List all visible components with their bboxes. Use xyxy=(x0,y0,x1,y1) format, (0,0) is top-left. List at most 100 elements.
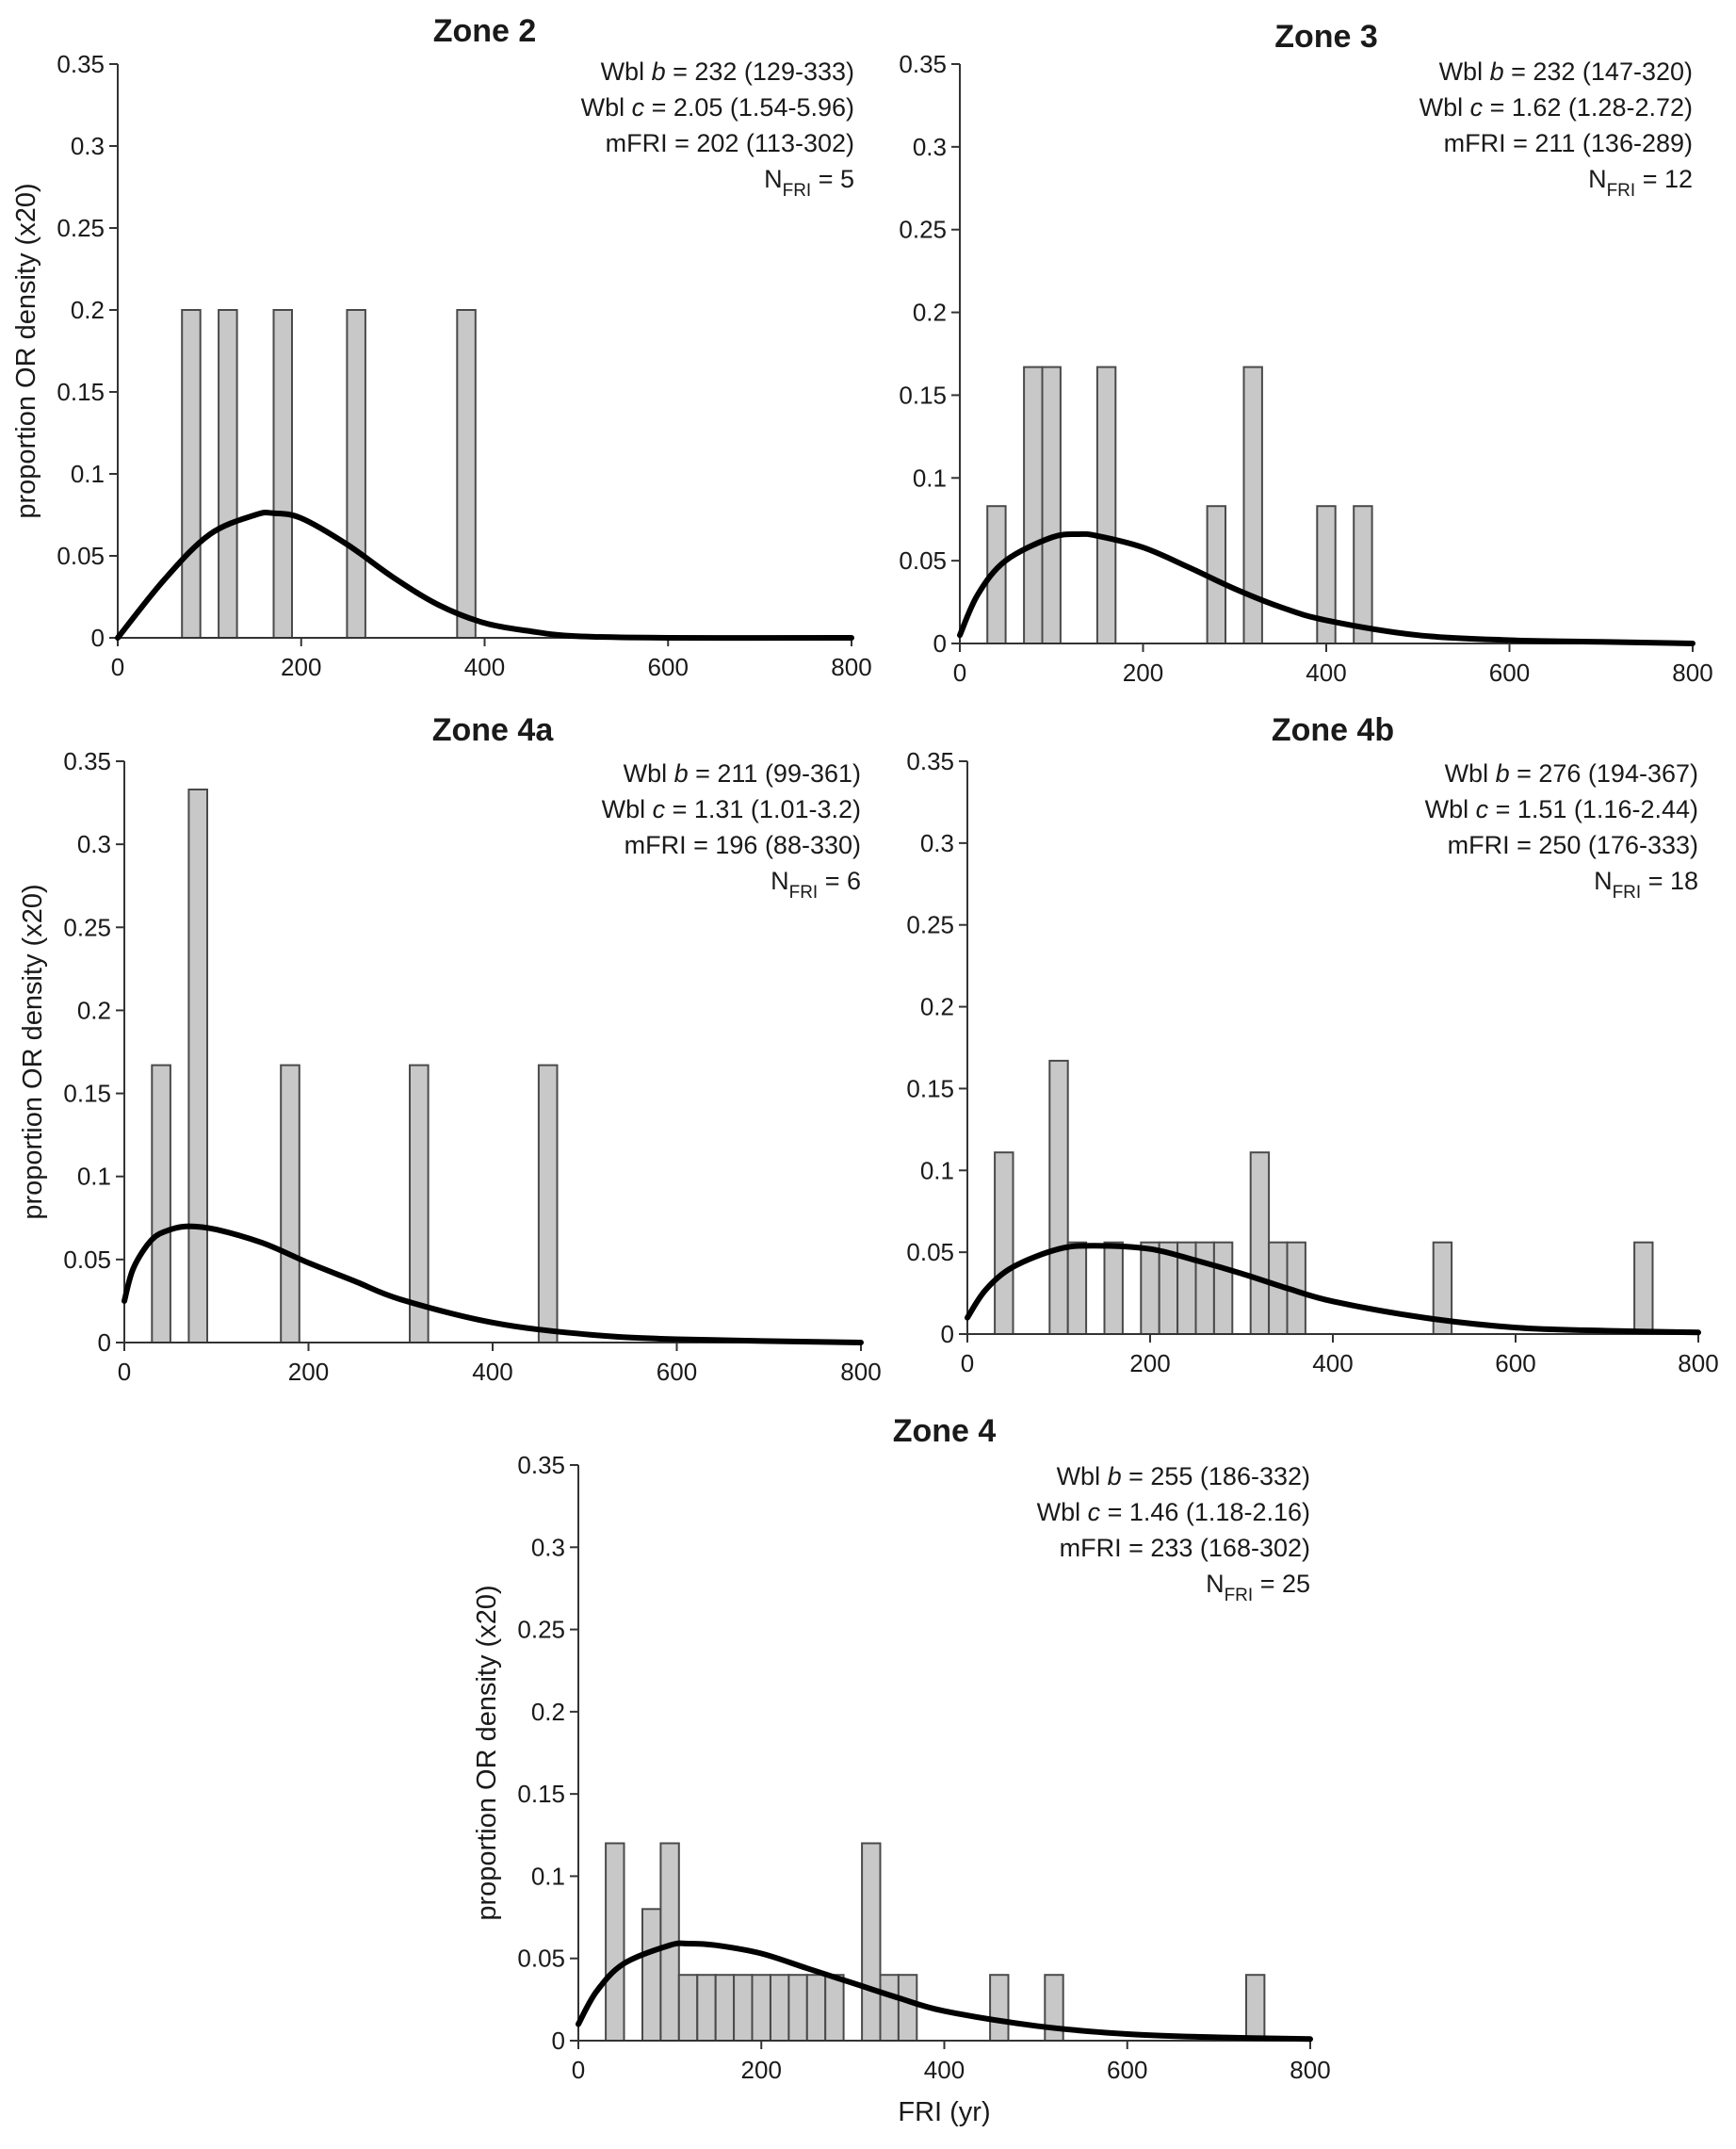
y-tick-label: 0 xyxy=(91,624,105,652)
x-tick-label: 200 xyxy=(281,653,321,681)
stat-line: Wbl c = 1.31 (1.01-3.2) xyxy=(602,795,861,823)
x-tick-label: 800 xyxy=(1678,1349,1718,1377)
histogram-bar xyxy=(770,1974,790,2042)
chart-title: Zone 4 xyxy=(893,1413,997,1449)
stat-line: NFRI = 12 xyxy=(1588,165,1693,201)
x-tick-label: 0 xyxy=(118,1358,131,1386)
histogram-bar xyxy=(346,309,366,639)
histogram-bar xyxy=(1249,1151,1271,1335)
y-tick-label: 0.2 xyxy=(71,296,105,324)
y-tick-label: 0.05 xyxy=(57,542,105,570)
histogram-bar xyxy=(1066,1241,1088,1335)
y-tick-label: 0.2 xyxy=(77,996,111,1024)
histogram-bar xyxy=(1103,1241,1124,1335)
y-tick-label: 0.3 xyxy=(531,1533,565,1561)
weibull-density-curve xyxy=(115,510,854,642)
histogram-bar xyxy=(1353,505,1373,645)
histogram-bar xyxy=(751,1974,771,2042)
chart-panel-3: 0 0.05 0.1 0.15 0.2 0.25 0.3 0.35 0 200 400 600 800 Z… xyxy=(18,712,882,1386)
histogram-bar xyxy=(1048,1059,1069,1336)
chart-title: Zone 4a xyxy=(432,712,555,748)
histogram-bar xyxy=(989,1974,1010,2042)
y-tick-label: 0.05 xyxy=(906,1238,954,1266)
stat-subscript: FRI xyxy=(1607,181,1636,201)
y-tick-label: 0.05 xyxy=(899,546,947,575)
x-tick-label: 800 xyxy=(831,653,871,681)
stat-line: mFRI = 233 (168-302) xyxy=(1060,1534,1310,1562)
stat-subscript: FRI xyxy=(783,181,812,201)
stat-line: Wbl b = 211 (99-361) xyxy=(624,759,861,788)
y-tick-label: 0.35 xyxy=(57,50,105,78)
y-tick-label: 0.1 xyxy=(920,1156,954,1184)
y-tick-label: 0.25 xyxy=(899,216,947,244)
y-tick-label: 0.15 xyxy=(906,1074,954,1102)
y-tick-label: 0 xyxy=(933,629,947,658)
stat-line: NFRI = 6 xyxy=(771,867,861,903)
histogram-bar xyxy=(1041,366,1062,644)
y-tick-label: 0.1 xyxy=(71,460,105,488)
x-tick-label: 0 xyxy=(111,653,124,681)
y-tick-label: 0.35 xyxy=(906,747,954,775)
y-tick-label: 0 xyxy=(98,1328,111,1357)
histogram-bar xyxy=(1245,1974,1266,2042)
y-tick-label: 0.3 xyxy=(77,830,111,858)
x-tick-label: 800 xyxy=(1672,659,1712,687)
y-tick-label: 0.15 xyxy=(57,378,105,406)
y-tick-label: 0 xyxy=(552,2027,565,2055)
histogram-bar xyxy=(1212,1241,1234,1335)
x-tick-label: 0 xyxy=(953,659,966,687)
chart-panel-4: 0 0.05 0.1 0.15 0.2 0.25 0.3 0.35 0 200 400 600 800 Z… xyxy=(906,712,1718,1377)
weibull-density-curve xyxy=(122,1223,864,1345)
weibull-density-curve xyxy=(576,1940,1313,2043)
histogram-bar xyxy=(897,1974,918,2042)
histogram-bar xyxy=(1633,1241,1654,1335)
stat-line: mFRI = 211 (136-289) xyxy=(1444,129,1693,157)
chart-title: Zone 3 xyxy=(1274,19,1378,55)
histogram-bar xyxy=(641,1908,662,2043)
stat-line: Wbl c = 1.62 (1.28-2.72) xyxy=(1420,93,1693,122)
stat-line: NFRI = 5 xyxy=(764,165,854,201)
histogram-bar xyxy=(714,1974,736,2042)
histogram-bar xyxy=(456,309,477,639)
stat-line: Wbl c = 1.46 (1.18-2.16) xyxy=(1037,1498,1310,1526)
y-tick-label: 0.3 xyxy=(913,133,947,161)
y-tick-label: 0 xyxy=(941,1320,954,1348)
y-tick-label: 0.35 xyxy=(517,1451,565,1479)
histogram-bar xyxy=(805,1974,827,2042)
y-tick-label: 0.05 xyxy=(517,1945,565,1973)
y-tick-label: 0.15 xyxy=(517,1780,565,1808)
stat-subscript: FRI xyxy=(1225,1586,1254,1605)
stat-subscript: FRI xyxy=(1613,883,1642,903)
x-tick-label: 200 xyxy=(741,2056,782,2084)
weibull-density-curve xyxy=(957,530,1695,646)
x-tick-label: 600 xyxy=(1489,659,1530,687)
y-tick-label: 0.25 xyxy=(57,214,105,242)
y-tick-label: 0.1 xyxy=(531,1862,565,1890)
x-tick-label: 600 xyxy=(1107,2056,1147,2084)
histogram-bar xyxy=(677,1974,699,2042)
y-tick-label: 0.25 xyxy=(63,913,111,941)
histogram-bar xyxy=(218,309,238,639)
y-tick-label: 0.25 xyxy=(906,911,954,939)
y-axis-label: proportion OR density (x20) xyxy=(18,884,48,1219)
stat-line: Wbl c = 2.05 (1.54-5.96) xyxy=(581,93,854,122)
x-tick-label: 400 xyxy=(1306,659,1346,687)
y-axis-label: proportion OR density (x20) xyxy=(472,1585,502,1920)
histogram-bar xyxy=(1023,366,1044,644)
histogram-bar xyxy=(1194,1241,1215,1335)
y-tick-label: 0.35 xyxy=(899,50,947,78)
y-tick-label: 0.05 xyxy=(63,1245,111,1274)
stat-line: Wbl b = 232 (147-320) xyxy=(1439,57,1693,86)
stat-line: mFRI = 196 (88-330) xyxy=(625,831,861,859)
x-axis-label: FRI (yr) xyxy=(898,2097,990,2127)
y-tick-label: 0.2 xyxy=(913,299,947,327)
histogram-bar xyxy=(1140,1241,1160,1335)
stat-line: Wbl c = 1.51 (1.16-2.44) xyxy=(1425,795,1698,823)
x-tick-label: 400 xyxy=(1312,1349,1353,1377)
histogram-bar xyxy=(187,789,208,1343)
y-axis-label: proportion OR density (x20) xyxy=(11,183,41,518)
y-tick-label: 0.2 xyxy=(531,1698,565,1726)
x-tick-label: 200 xyxy=(288,1358,329,1386)
x-tick-label: 600 xyxy=(1495,1349,1535,1377)
